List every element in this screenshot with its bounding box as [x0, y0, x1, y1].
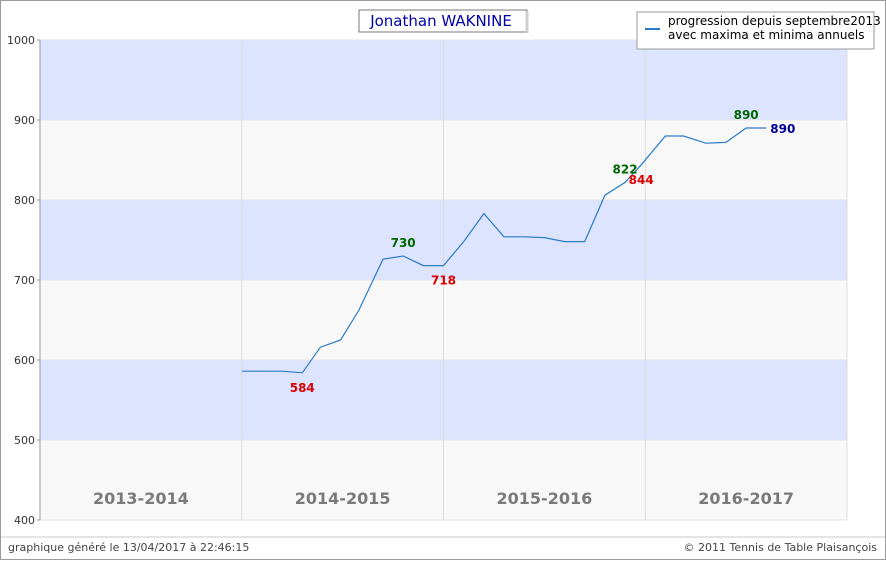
legend-label-line1: progression depuis septembre2013 [668, 14, 881, 28]
data-label: 822 [613, 162, 638, 176]
data-label: 844 [629, 173, 654, 187]
data-label: 890 [734, 108, 759, 122]
y-axis: 400 500 600 700 800 900 1000 [7, 34, 41, 527]
y-tick-label: 900 [14, 114, 35, 127]
legend-box [636, 11, 875, 50]
series-layer [241, 127, 767, 374]
data-label: 890 [770, 122, 795, 136]
chart-title: Jonathan WAKNINE [369, 12, 512, 30]
season-label: 2013-2014 [93, 489, 189, 508]
series-line [241, 127, 767, 374]
season-labels: 2013-2014 2014-2015 2015-2016 2016-2017 [93, 489, 794, 508]
data-label: 730 [391, 236, 416, 250]
season-label: 2015-2016 [497, 489, 593, 508]
season-label: 2014-2015 [295, 489, 391, 508]
y-tick-label: 700 [14, 274, 35, 287]
y-tick-label: 400 [14, 514, 35, 527]
y-tick-label: 600 [14, 354, 35, 367]
y-tick-label: 500 [14, 434, 35, 447]
season-label: 2016-2017 [698, 489, 794, 508]
data-label: 584 [290, 381, 315, 395]
legend-label-line2: avec maxima et minima annuels [668, 28, 864, 42]
data-label: 718 [431, 274, 456, 288]
y-tick-label: 1000 [7, 34, 35, 47]
footer-generated: graphique généré le 13/04/2017 à 22:46:1… [8, 541, 249, 554]
footer-copyright: © 2011 Tennis de Table Plaisançois [683, 541, 877, 554]
y-tick-label: 800 [14, 194, 35, 207]
